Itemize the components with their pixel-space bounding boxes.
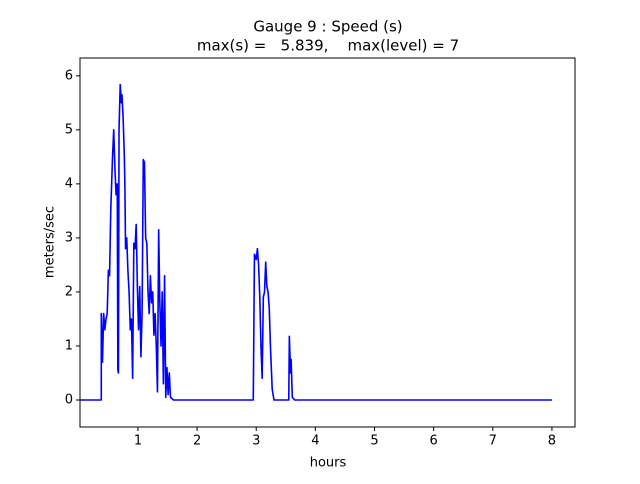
y-tick-label: 4 bbox=[65, 176, 73, 191]
y-tick-label: 5 bbox=[65, 122, 73, 137]
plot-frame bbox=[79, 57, 576, 428]
y-tick-label: 3 bbox=[65, 230, 73, 245]
chart-title: Gauge 9 : Speed (s) bbox=[253, 18, 402, 36]
y-tick-label: 6 bbox=[65, 68, 73, 83]
x-tick-label: 6 bbox=[430, 434, 438, 449]
x-tick-label: 5 bbox=[370, 434, 378, 449]
x-tick-label: 1 bbox=[134, 434, 142, 449]
data-line bbox=[80, 83, 552, 401]
x-tick-label: 7 bbox=[489, 434, 497, 449]
y-tick-label: 1 bbox=[65, 338, 73, 353]
x-tick-label: 8 bbox=[548, 434, 556, 449]
x-tick-label: 4 bbox=[311, 434, 319, 449]
y-axis-label: meters/sec bbox=[43, 206, 58, 278]
y-tick-label: 2 bbox=[65, 284, 73, 299]
y-tick-label: 0 bbox=[65, 392, 73, 407]
x-tick-label: 2 bbox=[193, 434, 201, 449]
chart-subtitle: max(s) = 5.839, max(level) = 7 bbox=[197, 37, 459, 55]
x-axis-label: hours bbox=[310, 456, 347, 471]
x-tick-label: 3 bbox=[252, 434, 260, 449]
